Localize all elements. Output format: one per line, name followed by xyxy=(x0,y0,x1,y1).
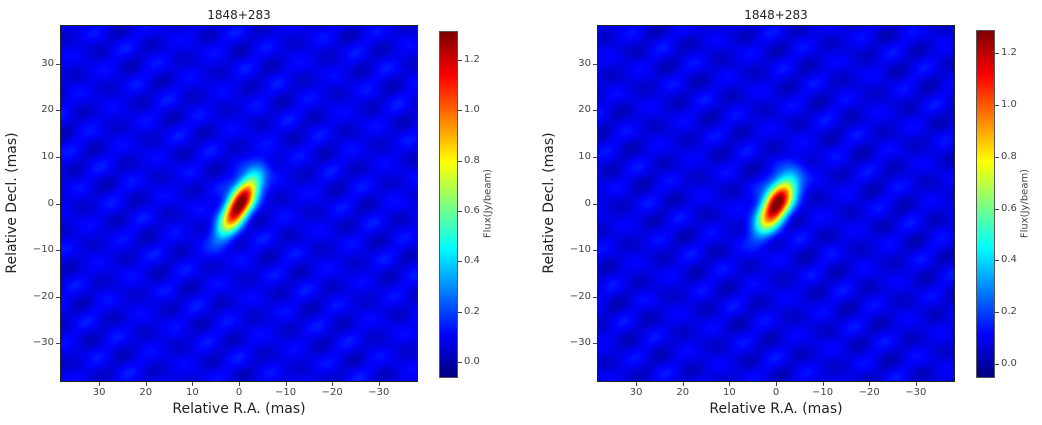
y-tick-label: 30 xyxy=(41,57,54,69)
colorbar-tick-label: 0.0 xyxy=(1001,358,1017,370)
x-tick-mark xyxy=(682,382,684,386)
colorbar-tick-mark xyxy=(995,105,999,107)
y-tick-label: 20 xyxy=(578,104,591,116)
x-tick-label: 20 xyxy=(676,387,690,398)
colorbar-tick-mark xyxy=(458,160,462,162)
x-tick-mark xyxy=(378,382,380,386)
y-tick-label: 10 xyxy=(578,150,591,162)
x-tick-label: 30 xyxy=(92,387,106,398)
x-tick-label: 30 xyxy=(629,387,643,398)
y-tick-mark xyxy=(56,343,60,345)
x-tick-label: 10 xyxy=(186,387,199,398)
y-tick-mark xyxy=(593,110,597,112)
colorbar xyxy=(439,31,458,378)
x-tick-mark xyxy=(145,382,147,386)
x-tick-label: −10 xyxy=(275,387,297,398)
y-tick-label: 20 xyxy=(41,104,54,116)
y-tick-label: −10 xyxy=(569,244,591,256)
y-tick-mark xyxy=(56,110,60,112)
x-tick-label: 0 xyxy=(235,387,243,398)
colorbar-tick-label: 0.6 xyxy=(1001,202,1017,214)
x-tick-label: 10 xyxy=(723,387,736,398)
y-tick-mark xyxy=(593,250,597,252)
heatmap-image xyxy=(60,25,418,382)
colorbar-tick-label: 0.4 xyxy=(1001,254,1017,266)
colorbar-tick-mark xyxy=(458,261,462,263)
x-tick-mark xyxy=(99,382,101,386)
colorbar-tick-label: 1.2 xyxy=(1001,47,1017,59)
y-tick-mark xyxy=(593,203,597,205)
y-axis-label: Relative Decl. (mas) xyxy=(4,131,20,274)
y-tick-label: −30 xyxy=(569,337,591,349)
colorbar-tick-label: 0.2 xyxy=(464,305,480,317)
x-tick-mark xyxy=(869,382,871,386)
x-tick-label: −10 xyxy=(812,387,834,398)
colorbar-tick-mark xyxy=(995,364,999,366)
colorbar-tick-label: 0.4 xyxy=(464,255,480,267)
colorbar-tick-mark xyxy=(995,208,999,210)
y-tick-mark xyxy=(593,63,597,65)
x-tick-mark xyxy=(636,382,638,386)
colorbar-tick-mark xyxy=(458,361,462,363)
chart-title: 1848+283 xyxy=(207,8,271,22)
chart-title: 1848+283 xyxy=(744,8,808,22)
x-tick-label: −30 xyxy=(905,387,927,398)
y-tick-label: 0 xyxy=(47,197,54,209)
y-tick-mark xyxy=(56,156,60,158)
y-axis-label: Relative Decl. (mas) xyxy=(541,131,557,274)
colorbar-tick-mark xyxy=(458,110,462,112)
y-tick-mark xyxy=(593,343,597,345)
y-tick-mark xyxy=(56,250,60,252)
y-tick-label: −20 xyxy=(569,290,591,302)
colorbar-tick-mark xyxy=(458,210,462,212)
x-axis-label: Relative R.A. (mas) xyxy=(172,401,306,417)
colorbar-tick-label: 0.6 xyxy=(464,204,480,216)
colorbar-tick-label: 0.2 xyxy=(1001,306,1017,318)
x-tick-mark xyxy=(776,382,777,386)
colorbar-label: Flux(Jy/beam) xyxy=(482,168,494,239)
x-tick-label: −30 xyxy=(368,387,390,398)
y-tick-mark xyxy=(593,156,597,158)
y-tick-label: 10 xyxy=(41,150,54,162)
colorbar-tick-mark xyxy=(995,53,999,55)
x-tick-mark xyxy=(915,382,917,386)
colorbar-tick-mark xyxy=(458,59,462,61)
x-tick-mark xyxy=(729,382,731,386)
colorbar-tick-mark xyxy=(458,311,462,313)
heatmap-image xyxy=(597,25,955,382)
colorbar-tick-label: 0.0 xyxy=(464,355,480,367)
y-tick-mark xyxy=(56,296,60,298)
y-tick-mark xyxy=(56,203,60,205)
y-tick-label: −10 xyxy=(32,244,54,256)
y-tick-mark xyxy=(56,63,60,65)
x-tick-mark xyxy=(192,382,194,386)
colorbar-tick-mark xyxy=(995,312,999,314)
y-tick-label: −30 xyxy=(32,337,54,349)
y-tick-label: 30 xyxy=(578,57,591,69)
x-tick-label: −20 xyxy=(321,387,343,398)
colorbar-label: Flux(Jy/beam) xyxy=(1019,168,1031,239)
x-tick-mark xyxy=(822,382,824,386)
colorbar-tick-label: 0.8 xyxy=(1001,150,1017,162)
colorbar-tick-mark xyxy=(995,260,999,262)
colorbar-tick-label: 1.2 xyxy=(464,53,480,65)
y-tick-mark xyxy=(593,296,597,298)
y-tick-label: −20 xyxy=(32,290,54,302)
x-tick-label: −20 xyxy=(858,387,880,398)
colorbar xyxy=(976,30,995,378)
colorbar-tick-label: 1.0 xyxy=(1001,99,1017,111)
x-tick-label: 0 xyxy=(772,387,780,398)
colorbar-tick-label: 0.8 xyxy=(464,154,480,166)
x-tick-mark xyxy=(239,382,240,386)
x-tick-label: 20 xyxy=(139,387,153,398)
y-tick-label: 0 xyxy=(584,197,591,209)
colorbar-tick-label: 1.0 xyxy=(464,104,480,116)
x-tick-mark xyxy=(332,382,334,386)
x-tick-mark xyxy=(285,382,287,386)
colorbar-tick-mark xyxy=(995,156,999,158)
x-axis-label: Relative R.A. (mas) xyxy=(709,401,843,417)
